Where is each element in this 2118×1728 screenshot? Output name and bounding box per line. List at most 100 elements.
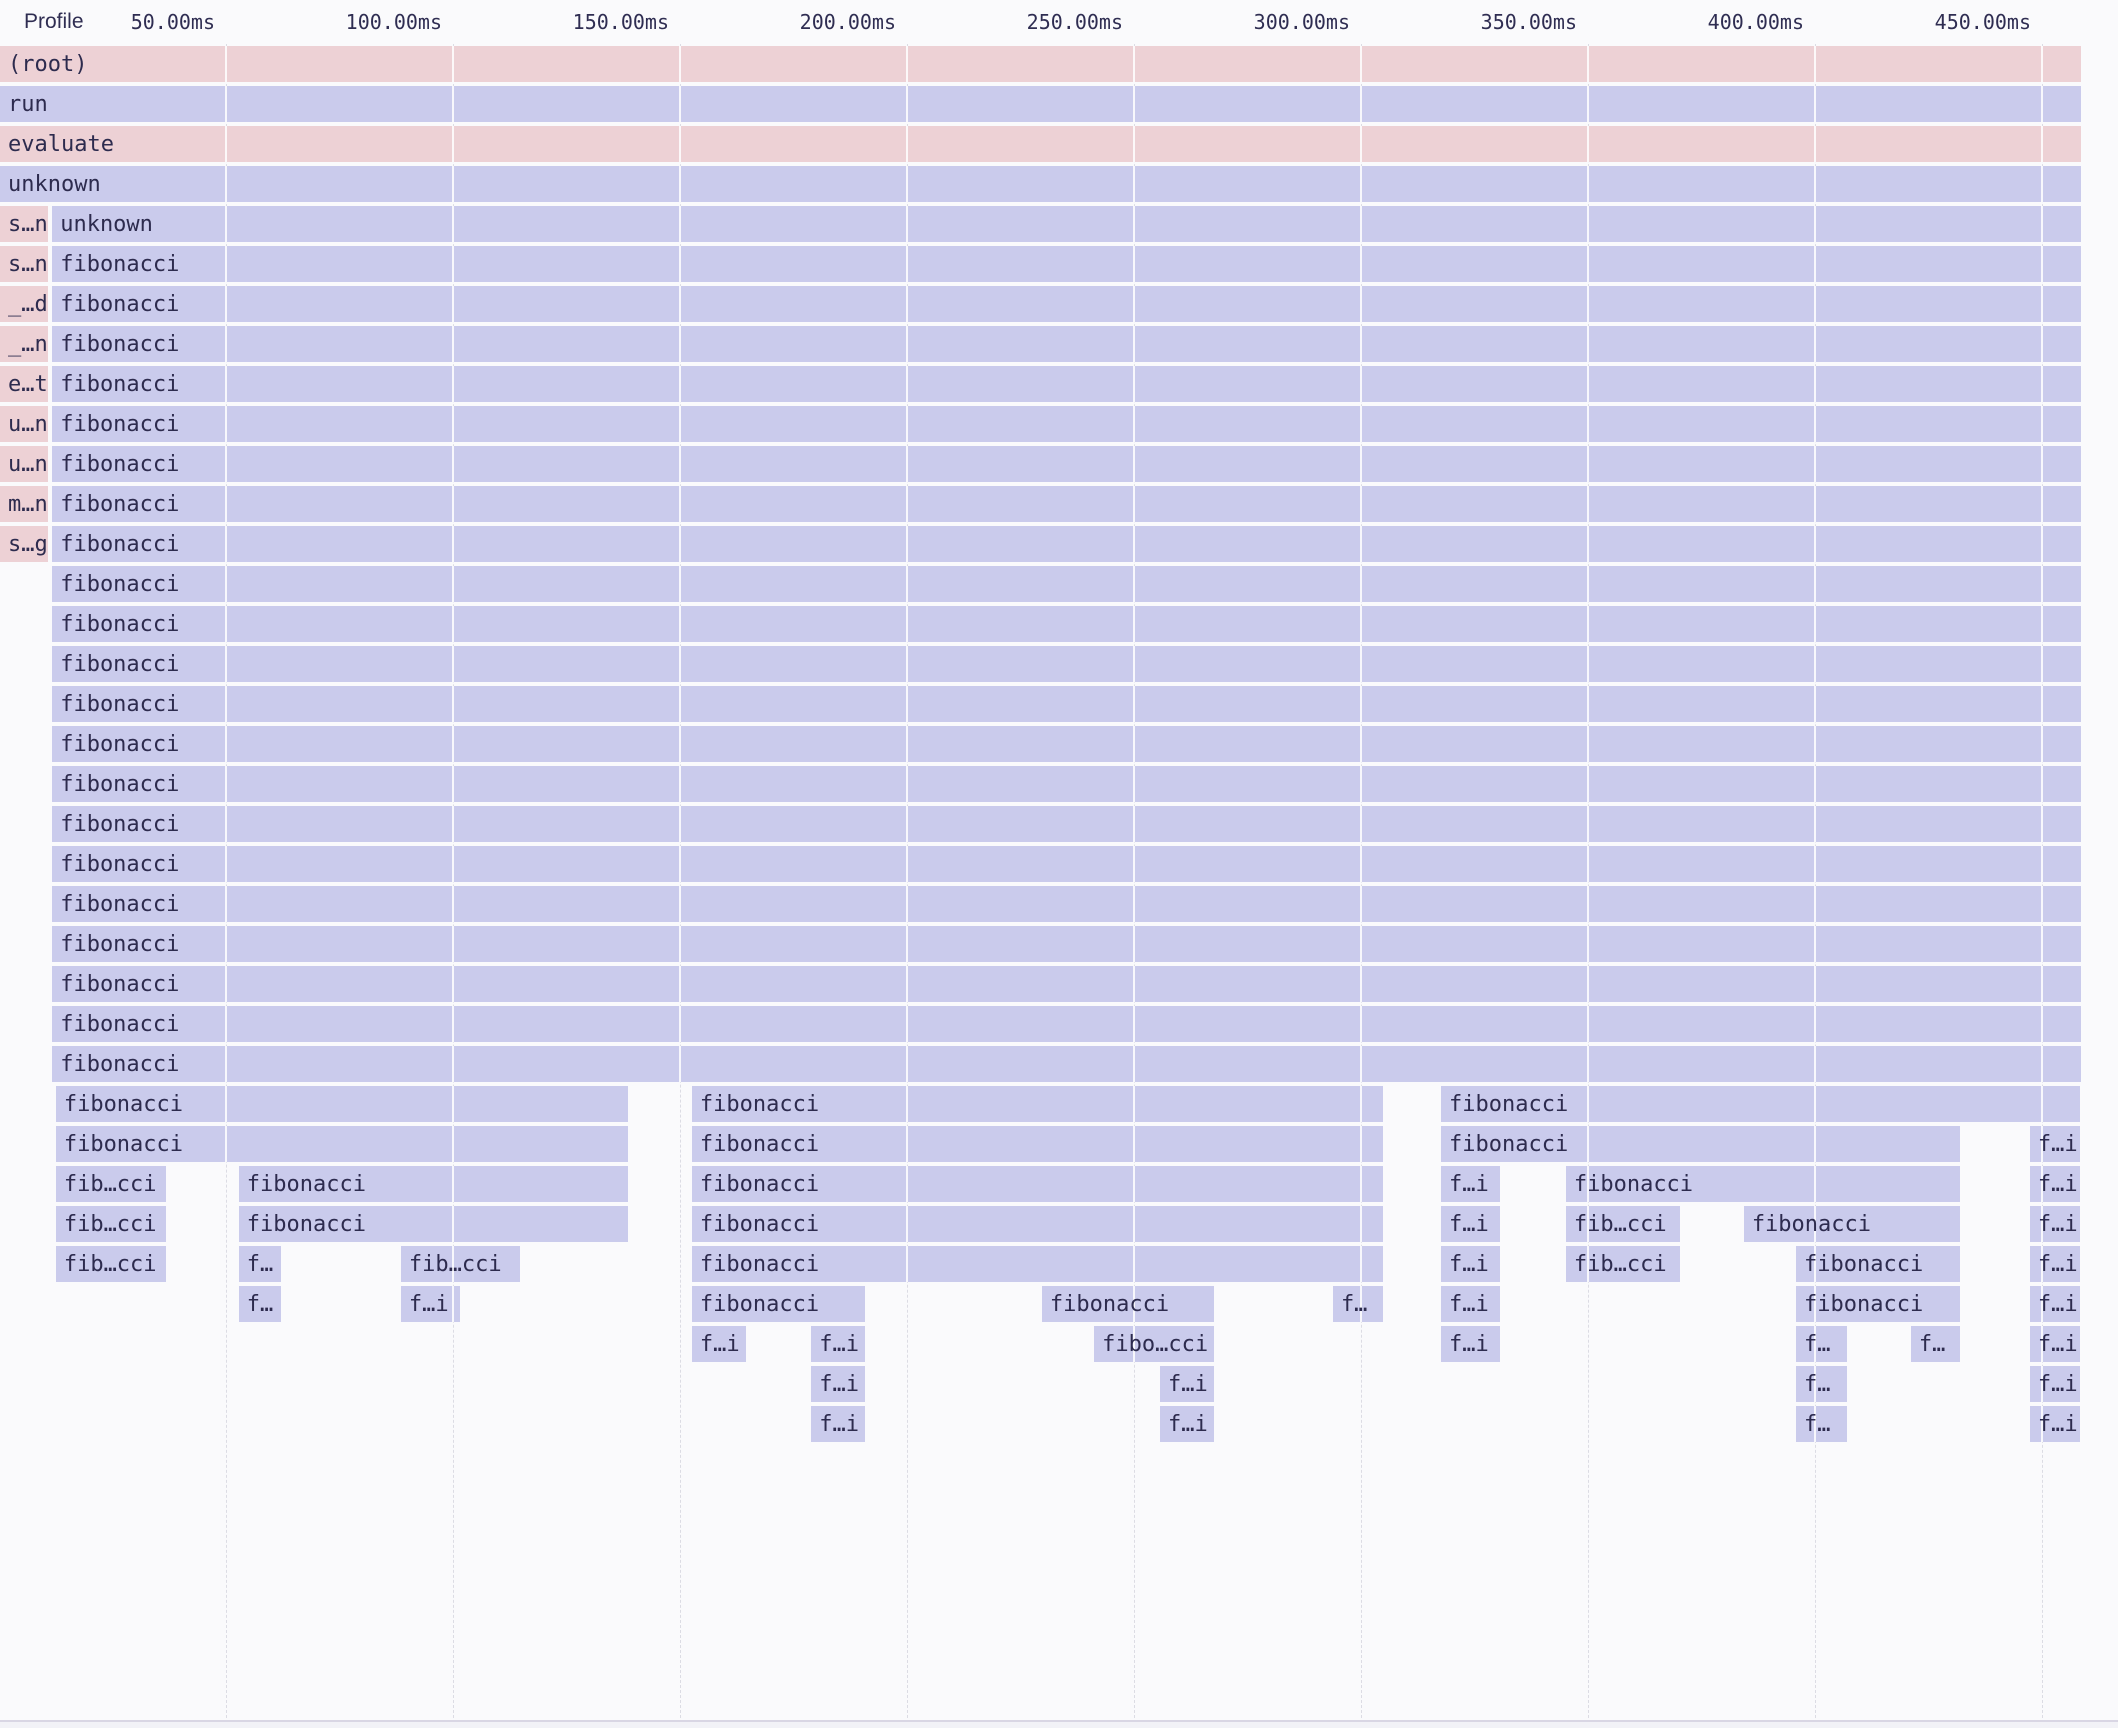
flame-bar[interactable]: s…g [0, 526, 49, 562]
flame-bar[interactable]: fibonacci [52, 246, 2082, 282]
time-tick-label: 450.00ms [1934, 10, 2031, 34]
time-tick-label: 400.00ms [1707, 10, 1804, 34]
flame-bar[interactable]: f…i [2029, 1406, 2080, 1442]
flame-bar[interactable]: fibonacci [52, 606, 2082, 642]
time-ruler: Profile 50.00ms 100.00ms 150.00ms 200.00ms 2… [0, 0, 2118, 44]
flame-bar[interactable]: fibonacci [52, 766, 2082, 802]
flame-bar[interactable]: u…n [0, 406, 49, 442]
time-tick-label: 200.00ms [799, 10, 896, 34]
flame-bar[interactable]: m…n [0, 486, 49, 522]
flame-bar[interactable]: fibonacci [1440, 1126, 1960, 1162]
flame-bar[interactable]: f…i [811, 1366, 865, 1402]
flame-bar[interactable]: fibonacci [691, 1246, 1383, 1282]
flame-bar[interactable]: f…i [2029, 1286, 2080, 1322]
flame-bar[interactable]: fibonacci [1041, 1286, 1215, 1322]
flame-bar[interactable]: fib…cci [1565, 1246, 1680, 1282]
profile-title: Profile [24, 10, 84, 33]
flame-bar[interactable]: fibonacci [52, 366, 2082, 402]
time-tick-label: 350.00ms [1480, 10, 1577, 34]
flame-bar[interactable]: (root) [0, 46, 2082, 82]
flame-bar[interactable]: f…i [2029, 1246, 2080, 1282]
time-tick-label: 300.00ms [1253, 10, 1350, 34]
flame-bar[interactable]: fibonacci [52, 686, 2082, 722]
flame-bar[interactable]: f…i [1440, 1166, 1500, 1202]
flame-bar[interactable]: fibonacci [52, 486, 2082, 522]
flame-bar[interactable]: fibonacci [52, 326, 2082, 362]
flame-bar[interactable]: evaluate [0, 126, 2082, 162]
flame-bar[interactable]: f…i [2029, 1126, 2080, 1162]
scrollbar-track[interactable] [0, 1720, 2118, 1728]
time-tick-label: 250.00ms [1026, 10, 1123, 34]
flame-bar[interactable]: fibonacci [691, 1286, 865, 1322]
flame-bar[interactable]: f… [1332, 1286, 1383, 1322]
flame-bar[interactable]: fibonacci [52, 726, 2082, 762]
flame-bar[interactable]: fibonacci [52, 1006, 2082, 1042]
flame-bar[interactable]: fibonacci [52, 646, 2082, 682]
flame-bar[interactable]: fibonacci [52, 846, 2082, 882]
flame-chart[interactable]: (root) run evaluate unknown s…n unknown s…n fib… [0, 44, 2118, 1728]
flame-bar[interactable]: f… [238, 1246, 282, 1282]
flame-bar[interactable]: f…i [1159, 1406, 1215, 1442]
flame-bar[interactable]: fibonacci [55, 1126, 628, 1162]
flame-bar[interactable]: f… [1796, 1326, 1847, 1362]
flame-bar[interactable]: fibonacci [691, 1126, 1383, 1162]
time-tick-label: 100.00ms [345, 10, 442, 34]
flame-bar[interactable]: e…t [0, 366, 49, 402]
time-tick-label: 50.00ms [130, 10, 215, 34]
flame-bar[interactable]: f…i [1159, 1366, 1215, 1402]
flame-bar[interactable]: f…i [1440, 1246, 1500, 1282]
flame-bar[interactable]: fib…cci [55, 1166, 167, 1202]
flame-bar[interactable]: f…i [2029, 1206, 2080, 1242]
flame-bar[interactable]: f…i [400, 1286, 460, 1322]
flame-bar[interactable]: run [0, 86, 2082, 122]
flame-bar[interactable]: fibonacci [52, 886, 2082, 922]
flame-bar[interactable]: s…n [0, 206, 49, 242]
flame-bar[interactable]: f… [1910, 1326, 1960, 1362]
flame-bar[interactable]: f…i [811, 1406, 865, 1442]
flame-bar[interactable]: f…i [2029, 1366, 2080, 1402]
flame-bar[interactable]: fibonacci [1796, 1286, 1960, 1322]
flame-bar[interactable]: f… [1796, 1366, 1847, 1402]
flame-bar[interactable]: fibonacci [52, 406, 2082, 442]
flame-bar[interactable]: fibonacci [1440, 1086, 2080, 1122]
flame-bar[interactable]: fibonacci [52, 526, 2082, 562]
flame-bar[interactable]: fibonacci [238, 1206, 628, 1242]
flame-bar[interactable]: _…d [0, 286, 49, 322]
flame-bar[interactable]: fibonacci [52, 966, 2082, 1002]
flame-bar[interactable]: unknown [52, 206, 2082, 242]
flame-bar[interactable]: fibonacci [52, 286, 2082, 322]
flame-bar[interactable]: f…i [1440, 1326, 1500, 1362]
flame-bar[interactable]: fibonacci [691, 1086, 1383, 1122]
flame-bar[interactable]: fib…cci [55, 1206, 167, 1242]
flame-bar[interactable]: unknown [0, 166, 2082, 202]
time-tick-label: 150.00ms [572, 10, 669, 34]
flame-bar[interactable]: f…i [691, 1326, 746, 1362]
flame-bar[interactable]: fibonacci [1565, 1166, 1960, 1202]
flame-bar[interactable]: fibonacci [691, 1166, 1383, 1202]
flame-bar[interactable]: fibonacci [55, 1086, 628, 1122]
flame-bar[interactable]: f…i [2029, 1326, 2080, 1362]
flame-bar[interactable]: f…i [2029, 1166, 2080, 1202]
flame-bar[interactable]: s…n [0, 246, 49, 282]
flame-bar[interactable]: f…i [1440, 1286, 1500, 1322]
flame-bar[interactable]: fib…cci [400, 1246, 520, 1282]
flame-bar[interactable]: _…n [0, 326, 49, 362]
flame-bar[interactable]: fib…cci [1565, 1206, 1680, 1242]
flame-bar[interactable]: fib…cci [55, 1246, 167, 1282]
flame-bar[interactable]: fibonacci [52, 926, 2082, 962]
flame-bar[interactable]: fibonacci [238, 1166, 628, 1202]
flame-bar[interactable]: fibonacci [691, 1206, 1383, 1242]
flame-bar[interactable]: fibonacci [1796, 1246, 1960, 1282]
flame-bar[interactable]: f…i [811, 1326, 865, 1362]
flame-bar[interactable]: f…i [1440, 1206, 1500, 1242]
flame-bar[interactable]: f… [1796, 1406, 1847, 1442]
flame-bar[interactable]: fibo…cci [1094, 1326, 1215, 1362]
flame-bar[interactable]: fibonacci [52, 806, 2082, 842]
flame-bar[interactable]: fibonacci [52, 446, 2082, 482]
flame-bar[interactable]: fibonacci [1743, 1206, 1960, 1242]
flame-bar[interactable]: f… [238, 1286, 282, 1322]
flame-bar[interactable]: fibonacci [52, 566, 2082, 602]
flame-bar[interactable]: fibonacci [52, 1046, 2082, 1082]
flame-bar[interactable]: u…n [0, 446, 49, 482]
